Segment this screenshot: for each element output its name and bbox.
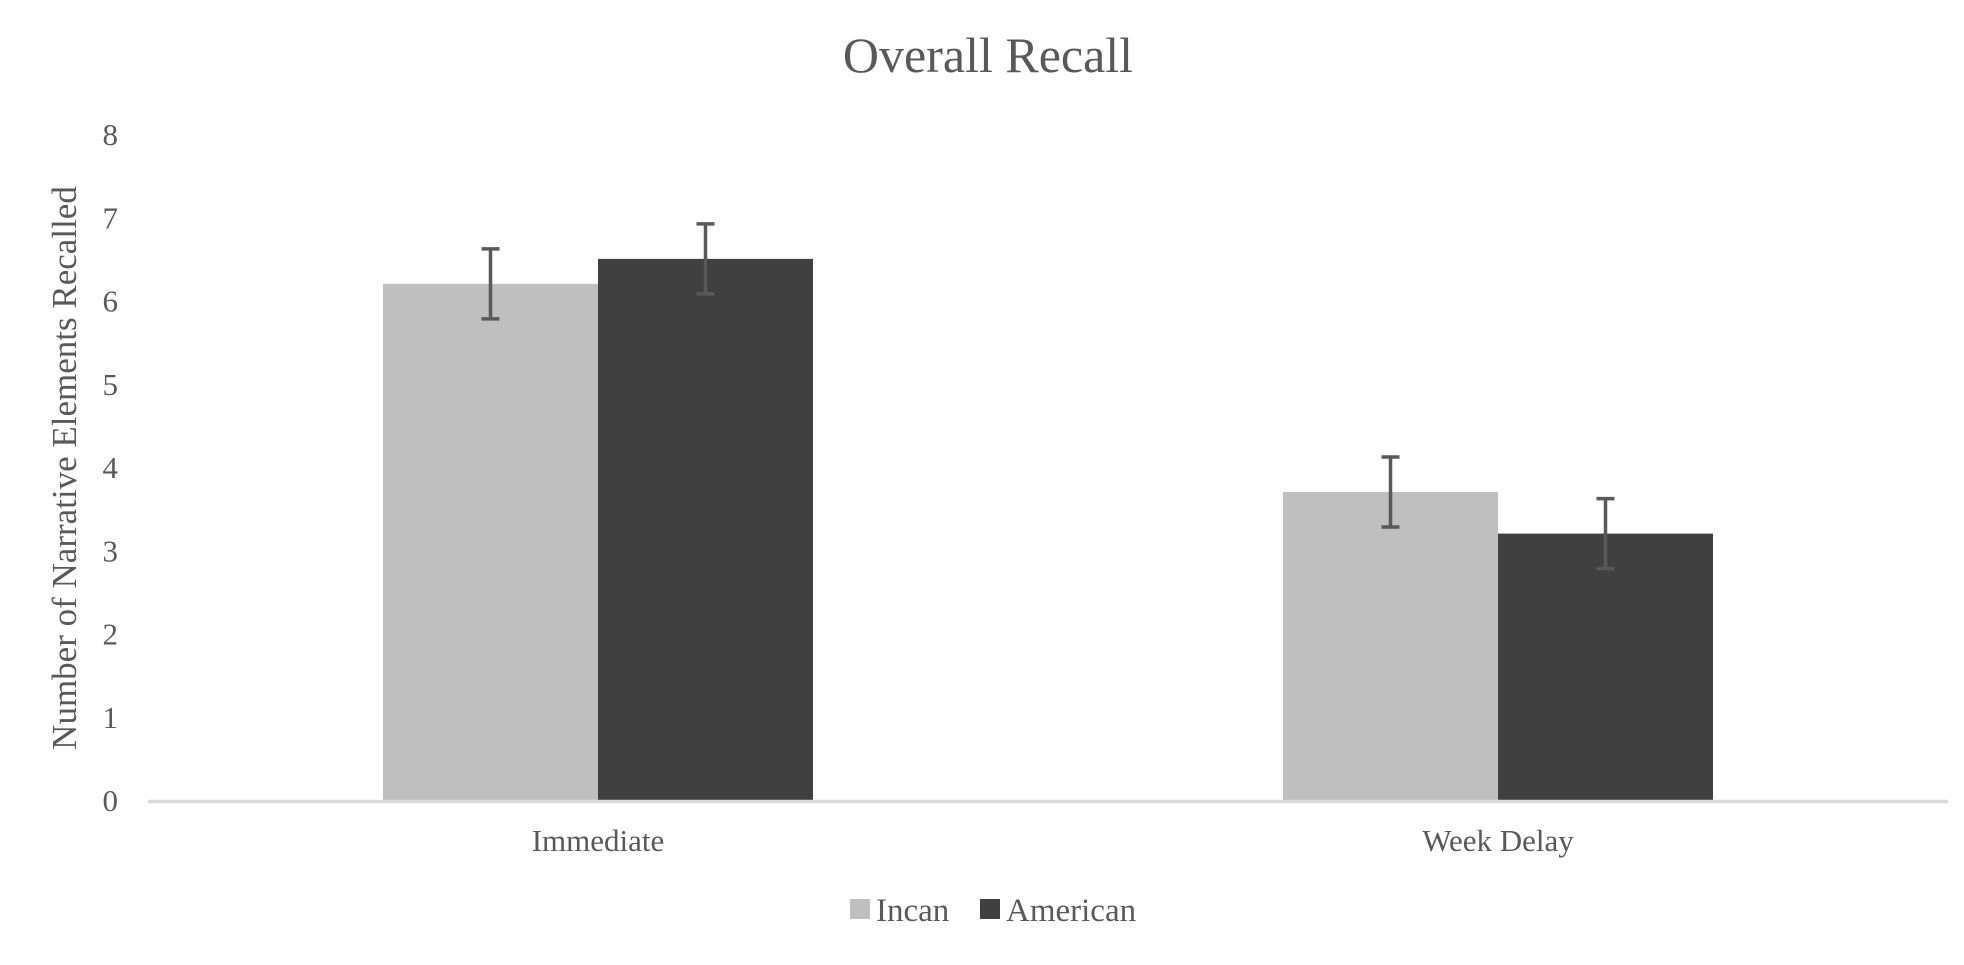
y-tick-label: 2: [103, 617, 119, 652]
y-axis-ticks: 0 1 2 3 4 5 6 7 8: [103, 117, 119, 818]
legend-item: Incan: [850, 893, 949, 929]
y-tick-label: 3: [103, 533, 119, 568]
bars: [383, 258, 1713, 801]
bar-incan-immediate: [383, 283, 598, 801]
bar-american-immediate: [598, 258, 813, 800]
x-tick-label: Week Delay: [1422, 823, 1574, 858]
chart-title: Overall Recall: [843, 27, 1133, 83]
bar-american-week-delay: [1498, 533, 1713, 800]
error-bar: [1596, 496, 1615, 571]
legend-swatch: [850, 899, 870, 919]
error-bar: [696, 222, 715, 296]
y-tick-label: 6: [103, 284, 119, 319]
error-bar: [1381, 455, 1400, 529]
y-tick-label: 0: [103, 783, 119, 818]
y-tick-label: 1: [103, 700, 119, 735]
legend-item: American: [980, 893, 1136, 929]
bar-incan-week-delay: [1283, 491, 1498, 800]
y-tick-label: 7: [103, 200, 119, 235]
y-tick-label: 8: [103, 117, 119, 152]
y-axis-label: Number of Narrative Elements Recalled: [45, 186, 84, 750]
legend-label: American: [1006, 893, 1136, 929]
legend-label: Incan: [876, 893, 949, 929]
error-bars: [481, 222, 1615, 571]
legend: Incan American: [850, 893, 1136, 929]
x-axis-category-labels: Immediate Week Delay: [532, 823, 1575, 858]
error-bar: [481, 247, 500, 321]
y-tick-label: 4: [103, 450, 119, 485]
legend-swatch: [980, 899, 1000, 919]
x-tick-label: Immediate: [532, 823, 665, 858]
y-tick-label: 5: [103, 367, 119, 402]
